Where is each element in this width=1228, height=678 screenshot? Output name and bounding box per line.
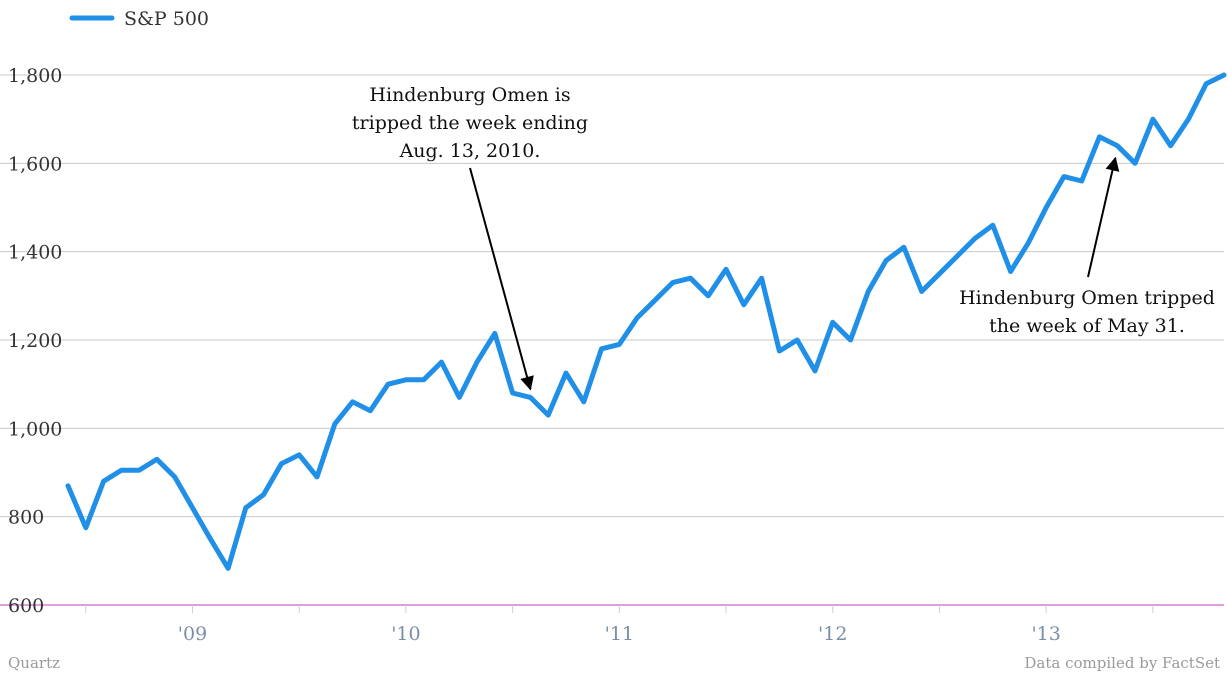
annotation-arrow <box>1087 156 1120 278</box>
annotations: Hindenburg Omen is tripped the week endin… <box>352 84 1215 391</box>
annotation-text-line: Hindenburg Omen tripped <box>959 287 1215 309</box>
x-tick-label: '13 <box>1031 623 1060 645</box>
annotation-arrow <box>469 167 534 391</box>
y-axis-ticks: 600 800 1,000 1,200 1,400 1,600 1,800 <box>8 65 62 617</box>
annotation-text-line: Aug. 13, 2010. <box>399 140 541 162</box>
x-axis-ticks: '09 '10 '11 '12 '13 <box>85 605 1154 645</box>
gridlines <box>0 74 1224 606</box>
y-tick-label: 1,000 <box>8 418 62 440</box>
x-tick-label: '10 <box>391 623 420 645</box>
annotation-text-line: the week of May 31. <box>989 315 1185 337</box>
footer-source-right: Data compiled by FactSet <box>1024 654 1220 672</box>
legend-label: S&P 500 <box>124 8 209 30</box>
annotation-text-line: Hindenburg Omen is <box>369 84 570 106</box>
x-tick-label: '09 <box>178 623 207 645</box>
x-tick-label: '11 <box>605 623 634 645</box>
series-group <box>65 72 1227 571</box>
y-tick-label: 800 <box>8 507 44 529</box>
annotation-text-line: tripped the week ending <box>352 112 588 134</box>
y-tick-label: 1,400 <box>8 242 62 264</box>
y-tick-label: 1,600 <box>8 153 62 175</box>
y-tick-label: 600 <box>8 595 44 617</box>
x-tick-label: '12 <box>818 623 847 645</box>
y-tick-label: 1,200 <box>8 330 62 352</box>
y-tick-label: 1,800 <box>8 65 62 87</box>
legend: S&P 500 <box>69 8 209 30</box>
footer-source-left: Quartz <box>8 654 60 672</box>
sp500-line <box>65 72 1227 571</box>
